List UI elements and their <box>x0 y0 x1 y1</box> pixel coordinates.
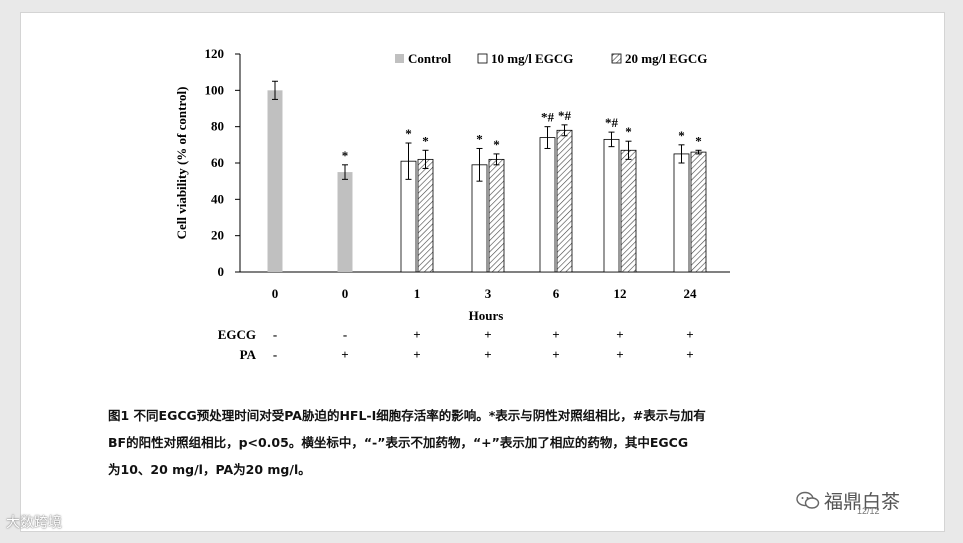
pa-sign: + <box>686 347 693 362</box>
egcg-sign: + <box>552 327 559 342</box>
y-tick-label: 80 <box>211 119 224 134</box>
egcg-sign: + <box>413 327 420 342</box>
y-tick-label: 100 <box>205 82 225 97</box>
caption-line: 为10、20 mg/l，PA为20 mg/l。 <box>108 462 311 477</box>
bar <box>673 153 690 273</box>
significance-label: * <box>476 131 483 146</box>
caption-line: BF的阳性对照组相比，p<0.05。横坐标中，“-”表示不加药物，“+”表示加了… <box>108 435 689 450</box>
bar <box>690 151 707 273</box>
x-tick-label: 6 <box>553 286 560 301</box>
bar <box>488 158 505 273</box>
y-tick-label: 120 <box>205 46 225 61</box>
significance-label: * <box>422 133 429 148</box>
pa-sign: + <box>484 347 491 362</box>
significance-label: *# <box>541 110 555 125</box>
pa-sign: + <box>616 347 623 362</box>
pa-sign: - <box>273 347 277 362</box>
legend-swatch <box>611 53 622 64</box>
significance-label: * <box>405 126 412 141</box>
watermark-right-text: 福鼎白茶 <box>824 491 901 513</box>
pa-sign: + <box>413 347 420 362</box>
bar <box>267 90 283 272</box>
significance-label: *# <box>605 115 619 130</box>
row-label-pa: PA <box>240 347 257 362</box>
x-axis-label: Hours <box>469 308 504 323</box>
y-tick-label: 40 <box>211 191 224 206</box>
significance-label: * <box>342 148 349 163</box>
bar <box>620 149 637 273</box>
significance-label: * <box>695 133 702 148</box>
y-tick-label: 0 <box>218 264 225 279</box>
wechat-icon <box>796 491 820 509</box>
pa-sign: + <box>341 347 348 362</box>
x-tick-label: 1 <box>414 286 421 301</box>
bar <box>337 172 353 272</box>
bar <box>539 137 556 273</box>
egcg-sign: + <box>686 327 693 342</box>
legend-swatch <box>395 54 404 63</box>
x-tick-label: 0 <box>342 286 349 301</box>
x-tick-label: 12 <box>614 286 627 301</box>
egcg-sign: - <box>343 327 347 342</box>
x-tick-label: 0 <box>272 286 279 301</box>
page-number: 12/12 <box>857 506 880 516</box>
x-tick-label: 3 <box>485 286 492 301</box>
x-tick-label: 24 <box>684 286 698 301</box>
watermark-right: 福鼎白茶 <box>796 487 900 514</box>
watermark-left-text: 大数跨境 <box>6 515 62 531</box>
significance-label: *# <box>558 108 572 123</box>
y-tick-label: 60 <box>211 155 224 170</box>
legend-label: 10 mg/l EGCG <box>491 51 573 66</box>
egcg-sign: + <box>616 327 623 342</box>
significance-label: * <box>625 124 632 139</box>
y-axis-label: Cell viability (% of control) <box>174 87 189 240</box>
legend-label: Control <box>408 51 451 66</box>
figure-caption: 图1 不同EGCG预处理时间对受PA胁迫的HFL-I细胞存活率的影响。*表示与阴… <box>108 402 868 483</box>
bar <box>603 138 620 273</box>
legend-label: 20 mg/l EGCG <box>625 51 707 66</box>
caption-line: 图1 不同EGCG预处理时间对受PA胁迫的HFL-I细胞存活率的影响。*表示与阴… <box>108 408 706 423</box>
egcg-sign: + <box>484 327 491 342</box>
legend-swatch <box>477 53 488 64</box>
row-label-egcg: EGCG <box>218 327 256 342</box>
bar <box>556 129 573 273</box>
significance-label: * <box>493 137 500 152</box>
watermark-left: 大数跨境 <box>6 512 62 532</box>
pa-sign: + <box>552 347 559 362</box>
bar <box>417 158 434 273</box>
egcg-sign: - <box>273 327 277 342</box>
significance-label: * <box>678 128 685 143</box>
y-tick-label: 20 <box>211 228 224 243</box>
